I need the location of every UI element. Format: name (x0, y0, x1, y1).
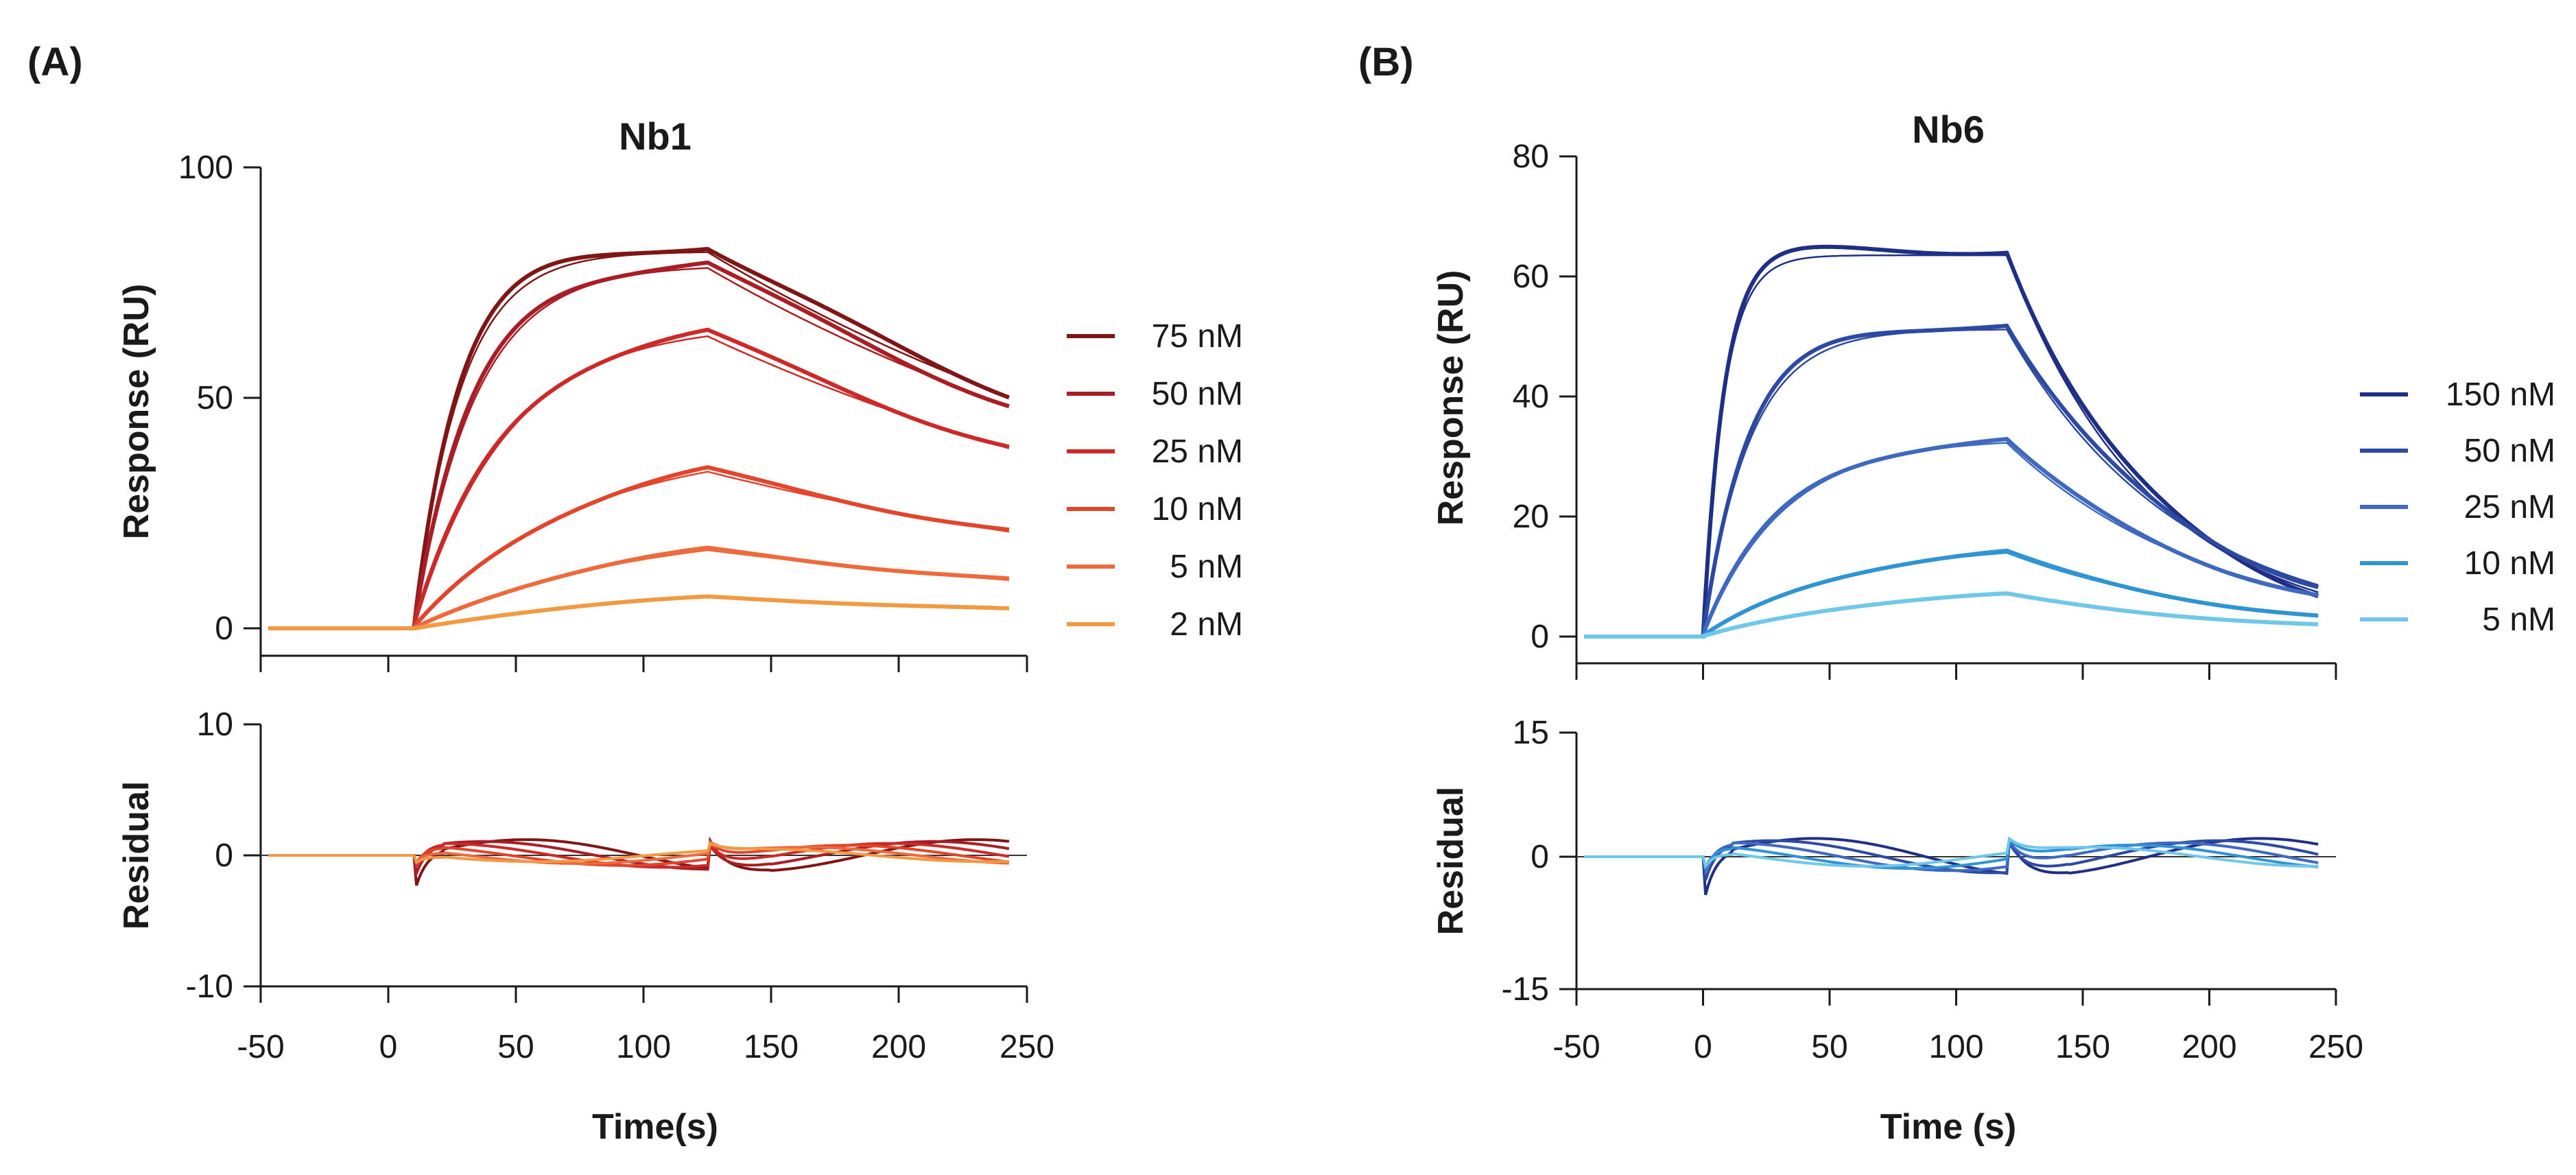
y-tick-label-b-top-40: 40 (1513, 379, 1549, 415)
y-axis-label-a-top: Response (RU) (117, 284, 156, 540)
legend-label-b-0: 150 nM (2446, 377, 2555, 413)
y-tick-label-a-bottom-10: 10 (197, 707, 233, 743)
fit-line-a-4 (268, 549, 1010, 630)
chart-title-a: Nb1 (619, 115, 692, 158)
panel-label-b: (B) (1358, 40, 1414, 84)
x-axis-label-b: Time (s) (1880, 1107, 2016, 1147)
x-tick-label-b-0: -50 (1552, 1029, 1600, 1065)
legend-label-b-1: 50 nM (2464, 433, 2555, 469)
residual-line-a-4 (268, 840, 1009, 865)
x-tick-label-a-5: 200 (871, 1029, 926, 1065)
x-tick-label-b-5: 200 (2182, 1029, 2236, 1065)
fit-line-b-4 (1584, 593, 2319, 638)
y-tick-label-b-bottom-15: 15 (1513, 715, 1549, 751)
y-tick-label-b-top-20: 20 (1513, 499, 1549, 535)
x-tick-label-b-3: 100 (1928, 1029, 1983, 1065)
residual-lines-a (268, 836, 1010, 886)
fit-line-b-2 (1584, 442, 2319, 638)
y-ticks-a-top: 0 50 100 (178, 150, 261, 647)
y-tick-label-a-top-100: 100 (178, 150, 233, 186)
y-tick-label-b-top-80: 80 (1513, 139, 1549, 175)
y-axis-label-a-bottom: Residual (117, 781, 156, 930)
residual-plot-a: Residual 10 0 -10 -50 0 50 100 150 200 2… (117, 707, 1054, 1065)
series-line-a-1 (268, 260, 1010, 630)
y-tick-label-b-top-0: 0 (1531, 619, 1549, 655)
x-tick-label-b-1: 0 (1694, 1029, 1712, 1065)
legend-label-a-3: 10 nM (1152, 491, 1243, 527)
fit-line-a-2 (268, 335, 1010, 630)
residual-line-a-5 (268, 842, 1009, 865)
residual-line-b-0 (1584, 837, 2319, 896)
series-line-b-4 (1584, 591, 2319, 639)
residual-line-b-4 (1584, 836, 2319, 869)
series-lines-b (1584, 244, 2319, 639)
x-tick-label-b-4: 150 (2055, 1029, 2110, 1065)
x-axis-label-a: Time(s) (592, 1107, 718, 1147)
y-tick-label-a-top-50: 50 (197, 380, 233, 416)
y-tick-label-b-bottom-0: 0 (1531, 839, 1549, 875)
legend-a: 75 nM 50 nM 25 nM 10 nM 5 nM 2 nM (1067, 318, 1243, 643)
y-tick-label-b-top-60: 60 (1513, 259, 1549, 295)
legend-label-a-1: 50 nM (1152, 376, 1243, 412)
y-axis-label-b-top: Response (RU) (1431, 270, 1471, 526)
fit-line-a-5 (268, 596, 1009, 630)
series-line-b-1 (1584, 323, 2319, 639)
chart-title-b: Nb6 (1912, 108, 1985, 151)
x-tick-label-a-0: -50 (237, 1029, 284, 1065)
x-tick-label-b-2: 50 (1811, 1029, 1847, 1065)
x-tick-label-a-6: 250 (1000, 1029, 1054, 1065)
y-tick-label-b-bottom-neg15: -15 (1502, 971, 1549, 1008)
y-tick-label-a-bottom-0: 0 (215, 838, 233, 874)
x-ticks-a-top (259, 656, 1028, 672)
legend-label-a-4: 5 nM (1170, 549, 1243, 585)
x-tick-label-a-1: 0 (379, 1029, 398, 1065)
x-tick-label-a-3: 100 (616, 1029, 671, 1065)
y-tick-label-a-bottom-neg10: -10 (186, 969, 233, 1005)
series-lines-a (268, 246, 1010, 630)
residual-lines-b (1584, 836, 2319, 896)
y-tick-label-a-top-0: 0 (215, 610, 233, 647)
series-line-a-2 (268, 327, 1010, 630)
x-tick-label-a-4: 150 (744, 1029, 799, 1065)
panel-label-a: (A) (27, 40, 83, 84)
y-axis-label-b-bottom: Residual (1431, 787, 1471, 936)
sensorgram-plot-b: Response (RU) 0 20 40 60 80 (1431, 139, 2337, 680)
legend-b: 150 nM 50 nM 25 nM 10 nM 5 nM (2360, 377, 2555, 638)
series-line-b-0 (1584, 244, 2319, 639)
x-tick-label-a-2: 50 (497, 1029, 534, 1065)
legend-label-a-5: 2 nM (1170, 606, 1243, 643)
x-tick-label-b-6: 250 (2308, 1029, 2363, 1065)
residual-line-b-2 (1584, 838, 2319, 876)
legend-label-b-4: 5 nM (2482, 602, 2555, 638)
legend-label-a-2: 25 nM (1152, 434, 1243, 470)
legend-label-b-2: 25 nM (2464, 489, 2555, 525)
fit-line-a-1 (268, 267, 1010, 630)
sensorgram-plot-a: Response (RU) 0 50 100 (117, 150, 1028, 672)
legend-label-a-0: 75 nM (1152, 318, 1243, 355)
residual-plot-b: Residual 15 0 -15 -50 0 50 100 150 200 2… (1431, 715, 2363, 1065)
legend-label-b-3: 10 nM (2464, 545, 2555, 582)
fit-line-b-1 (1584, 329, 2319, 638)
